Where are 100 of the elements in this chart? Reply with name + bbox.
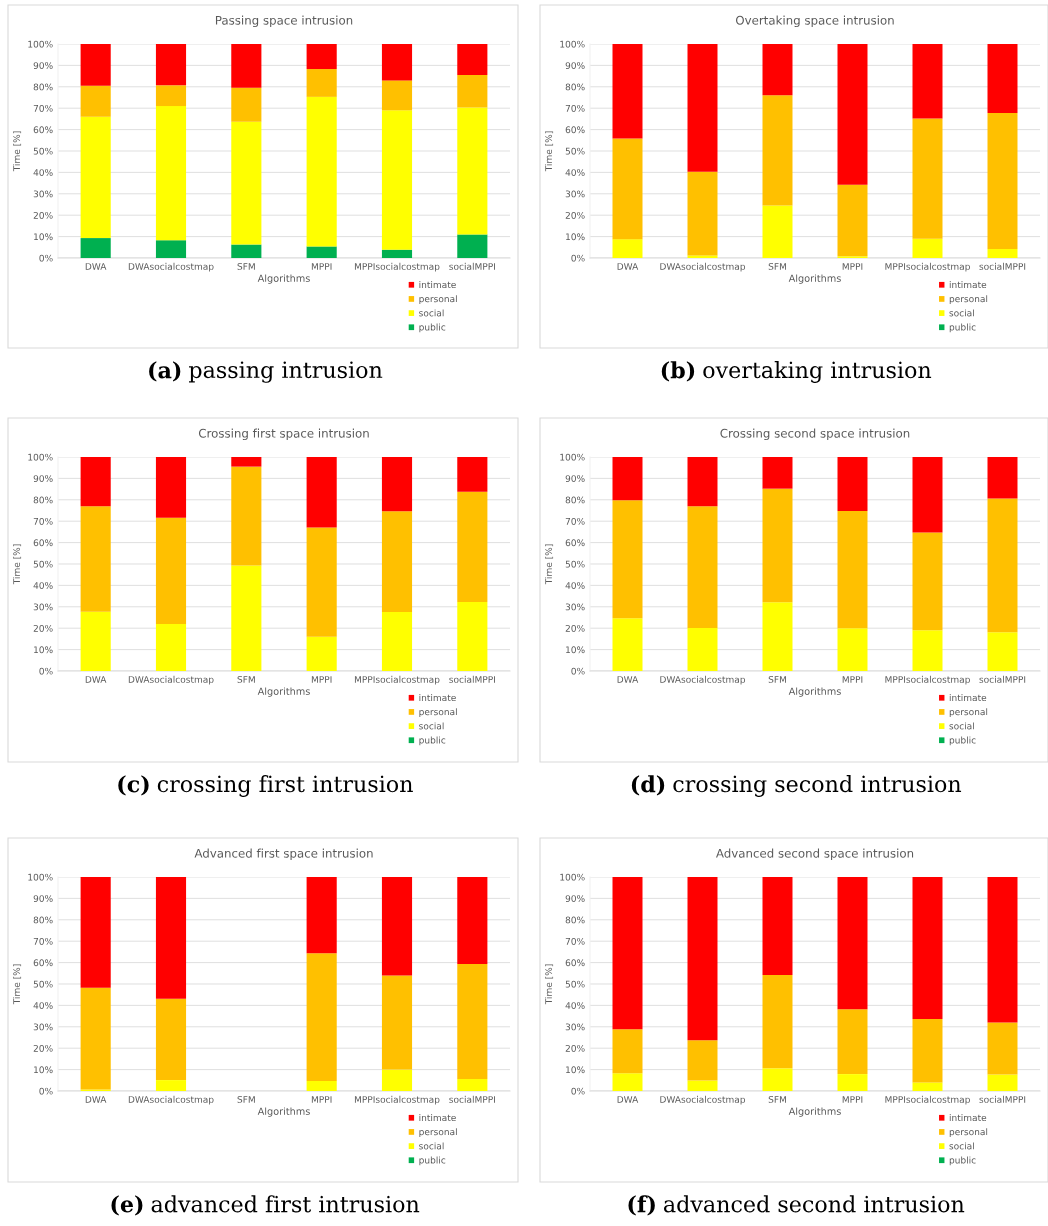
chart-title: Passing space intrusion — [215, 15, 353, 28]
x-axis-title: Algorithms — [788, 687, 841, 697]
legend-label: social — [419, 309, 444, 317]
legend-label: intimate — [419, 694, 456, 702]
legend-label: personal — [949, 1128, 988, 1137]
x-tick-label: MPPIsocialcostmap — [885, 675, 970, 685]
y-tick-label: 60% — [33, 959, 53, 967]
x-tick-label: MPPIsocialcostmap — [354, 262, 440, 272]
y-tick-label: 0% — [39, 254, 53, 262]
y-tick-label: 30% — [565, 1023, 585, 1031]
x-tick-label: socialMPPI — [449, 675, 495, 683]
y-tick-label: 90% — [565, 475, 585, 482]
chart-title: Crossing first space intrusion — [198, 428, 369, 441]
y-tick-label: 60% — [565, 539, 585, 547]
legend-label: social — [949, 309, 974, 317]
legend-label: social — [949, 1142, 974, 1150]
x-tick-label: DWA — [617, 676, 639, 683]
x-tick-label: socialMPPI — [979, 1095, 1026, 1103]
y-tick-label: 80% — [565, 916, 585, 924]
x-axis-title: Algorithms — [257, 274, 310, 284]
legend-label: intimate — [949, 281, 987, 289]
x-tick-label: SFM — [237, 676, 255, 683]
y-tick-label: 0% — [571, 254, 585, 262]
x-tick-label: socialMPPI — [449, 262, 495, 270]
x-tick-label: DWA — [617, 263, 639, 270]
y-tick-label: 90% — [33, 475, 53, 482]
chart-title: Overtaking space intrusion — [735, 15, 894, 28]
x-tick-label: socialMPPI — [979, 262, 1026, 270]
x-tick-label: SFM — [768, 676, 786, 683]
text: (f) advanced second intrusion — [628, 1195, 965, 1216]
y-tick-label: 10% — [566, 1066, 585, 1074]
x-axis-title: Algorithms — [257, 687, 310, 697]
y-tick-label: 90% — [565, 895, 585, 902]
text: (a) passing intrusion — [149, 361, 383, 383]
x-tick-label: SFM — [237, 263, 255, 270]
x-tick-label: MPPI — [311, 676, 332, 683]
y-tick-label: 10% — [34, 233, 53, 241]
y-tick-label: 20% — [565, 1044, 585, 1052]
y-tick-label: 0% — [571, 1087, 585, 1095]
x-tick-label: socialMPPI — [979, 675, 1026, 683]
x-axis-title: Algorithms — [788, 274, 841, 284]
x-tick-label: socialMPPI — [449, 1095, 495, 1103]
x-axis-title: Algorithms — [257, 1107, 310, 1117]
legend-label: public — [949, 736, 976, 746]
y-tick-label: 100% — [28, 453, 53, 461]
y-tick-label: 80% — [565, 83, 585, 91]
legend-label: intimate — [949, 1114, 987, 1122]
x-tick-label: SFM — [768, 1096, 786, 1103]
x-tick-label: MPPIsocialcostmap — [354, 675, 440, 685]
y-tick-label: 30% — [33, 603, 53, 611]
y-tick-label: 100% — [560, 873, 585, 881]
x-tick-label: DWAsocialcostmap — [128, 262, 214, 272]
y-axis-title: Time [%] — [545, 131, 554, 172]
y-tick-label: 20% — [565, 624, 585, 632]
text: (c) crossing first intrusion — [118, 775, 413, 797]
legend-label: public — [949, 1156, 976, 1166]
x-tick-label: MPPI — [311, 263, 332, 270]
x-tick-label: SFM — [237, 1096, 255, 1103]
chart-title: Advanced first space intrusion — [194, 848, 373, 861]
legend-label: intimate — [419, 1114, 456, 1122]
y-axis-title: Time [%] — [13, 544, 22, 585]
legend-label: public — [949, 323, 976, 333]
y-tick-label: 100% — [28, 40, 53, 48]
y-tick-label: 0% — [571, 667, 585, 675]
y-tick-label: 50% — [565, 147, 585, 155]
y-tick-label: 90% — [33, 895, 53, 902]
x-tick-label: MPPI — [842, 1096, 863, 1103]
x-tick-label: DWAsocialcostmap — [128, 675, 214, 685]
y-tick-label: 20% — [33, 624, 53, 632]
y-tick-label: 50% — [33, 980, 53, 988]
x-tick-label: DWA — [85, 1096, 107, 1103]
y-tick-label: 0% — [39, 1087, 53, 1095]
x-tick-label: SFM — [768, 263, 786, 270]
legend-label: personal — [949, 708, 988, 717]
legend-label: intimate — [949, 694, 987, 702]
x-tick-label: DWAsocialcostmap — [128, 1095, 214, 1105]
legend-label: social — [949, 722, 974, 730]
y-axis-title: Time [%] — [13, 131, 22, 172]
y-tick-label: 10% — [566, 233, 585, 241]
x-axis-title: Algorithms — [788, 1107, 841, 1117]
legend-label: social — [419, 722, 444, 730]
chart-title: Crossing second space intrusion — [720, 428, 910, 441]
y-axis-title: Time [%] — [545, 964, 554, 1005]
x-tick-label: MPPIsocialcostmap — [354, 1095, 440, 1105]
y-tick-label: 60% — [33, 126, 53, 134]
y-tick-label: 90% — [33, 62, 53, 69]
y-tick-label: 40% — [33, 1002, 53, 1009]
text: (d) crossing second intrusion — [631, 775, 962, 797]
legend-label: intimate — [419, 281, 456, 289]
y-tick-label: 60% — [565, 959, 585, 967]
y-tick-label: 10% — [566, 646, 585, 654]
y-tick-label: 60% — [33, 539, 53, 547]
chart-title: Advanced second space intrusion — [716, 848, 914, 861]
y-tick-label: 100% — [28, 873, 53, 881]
y-tick-label: 70% — [33, 937, 53, 945]
legend-label: personal — [419, 295, 457, 304]
y-tick-label: 100% — [560, 453, 585, 461]
x-tick-label: DWAsocialcostmap — [660, 1095, 746, 1105]
y-axis-title: Time [%] — [13, 964, 22, 1005]
y-tick-label: 50% — [565, 560, 585, 568]
